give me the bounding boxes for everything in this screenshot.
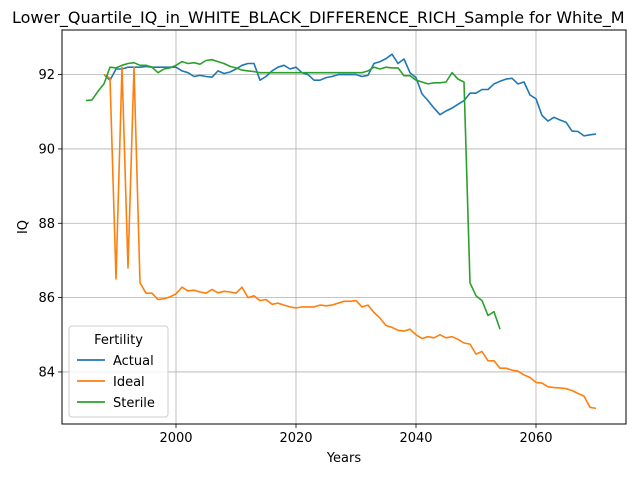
legend-label-sterile: Sterile (113, 396, 155, 411)
plot-frame (61, 29, 627, 425)
y-axis-ticks: 84 86 88 90 92 (38, 68, 62, 380)
series-layer (85, 53, 597, 410)
series-line-sterile (85, 58, 501, 330)
legend-title: Fertility (94, 333, 143, 348)
chart-title: Lower_Quartile_IQ_in_WHITE_BLACK_DIFFERE… (12, 8, 625, 28)
y-tick-label: 90 (38, 142, 55, 157)
series-line-actual (103, 53, 597, 137)
y-tick-label: 88 (38, 217, 55, 232)
y-axis-label: IQ (16, 220, 31, 234)
y-tick-label: 92 (38, 68, 55, 83)
x-tick-label: 2060 (519, 431, 552, 446)
x-tick-label: 2040 (399, 431, 432, 446)
y-tick-label: 84 (38, 365, 55, 380)
legend-label-actual: Actual (113, 354, 154, 369)
x-axis-label: Years (326, 451, 362, 466)
legend-box (68, 325, 169, 418)
series-line-ideal (103, 66, 597, 410)
legend-items: Actual Ideal Sterile (77, 354, 155, 411)
y-tick-label: 86 (38, 291, 55, 306)
x-tick-label: 2000 (159, 431, 192, 446)
legend: Fertility Actual Ideal Sterile (68, 325, 169, 418)
x-tick-label: 2020 (279, 431, 312, 446)
legend-label-ideal: Ideal (113, 375, 145, 390)
x-axis-ticks: 2000 2020 2040 2060 (159, 424, 553, 446)
